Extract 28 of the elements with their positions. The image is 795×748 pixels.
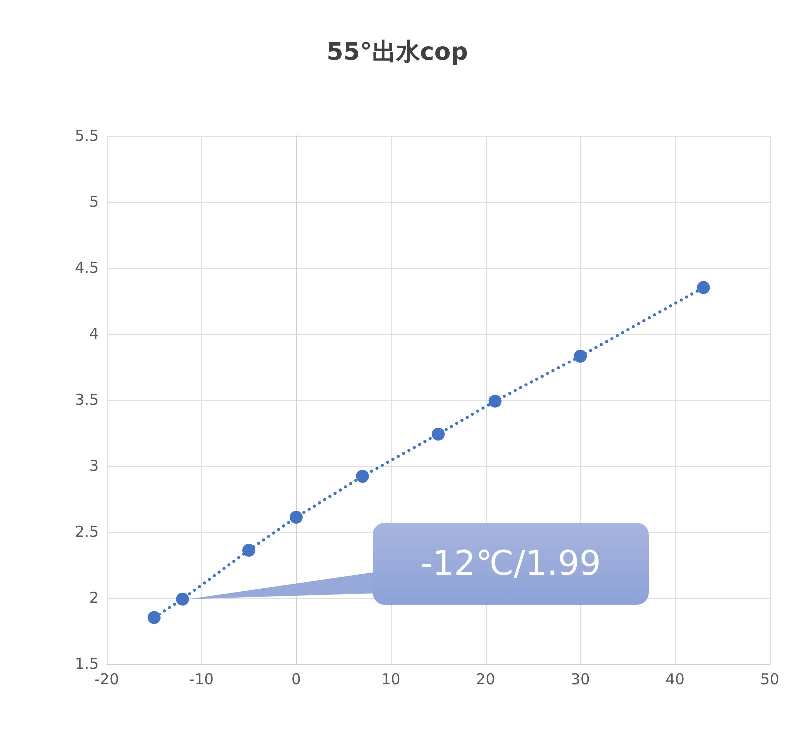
y-tick-label: 3.5 [75,391,99,409]
point [574,350,588,363]
x-tick-label: 0 [292,670,302,688]
annotation: -12℃/1.99 [372,523,649,606]
y-tick-label: 5 [89,193,99,211]
point [242,544,256,557]
point [176,592,190,606]
point [148,611,161,624]
point [697,281,710,294]
y-tick-label: 2 [89,589,99,607]
y-tick-label: 1.5 [75,655,99,673]
x-tick-label: -10 [189,670,214,688]
point [356,470,370,484]
x-tick-label: 30 [571,670,590,688]
x-tick-label: -20 [94,670,120,688]
x-tick-label: 40 [666,670,685,688]
y-tick-label: 2.5 [75,523,99,541]
y-tick-label: 3 [89,457,99,475]
chart-title: 55°出水cop [326,38,468,66]
y-tick-label: 5.5 [75,127,99,145]
y-tick-label: 4.5 [75,259,99,277]
point [290,510,303,524]
x-tick-label: 50 [760,670,780,688]
x-tick-label: 20 [476,670,496,688]
y-tick-label: 4 [89,325,99,343]
point [488,394,502,408]
x-tick-label: 10 [382,670,401,688]
point [432,428,445,441]
